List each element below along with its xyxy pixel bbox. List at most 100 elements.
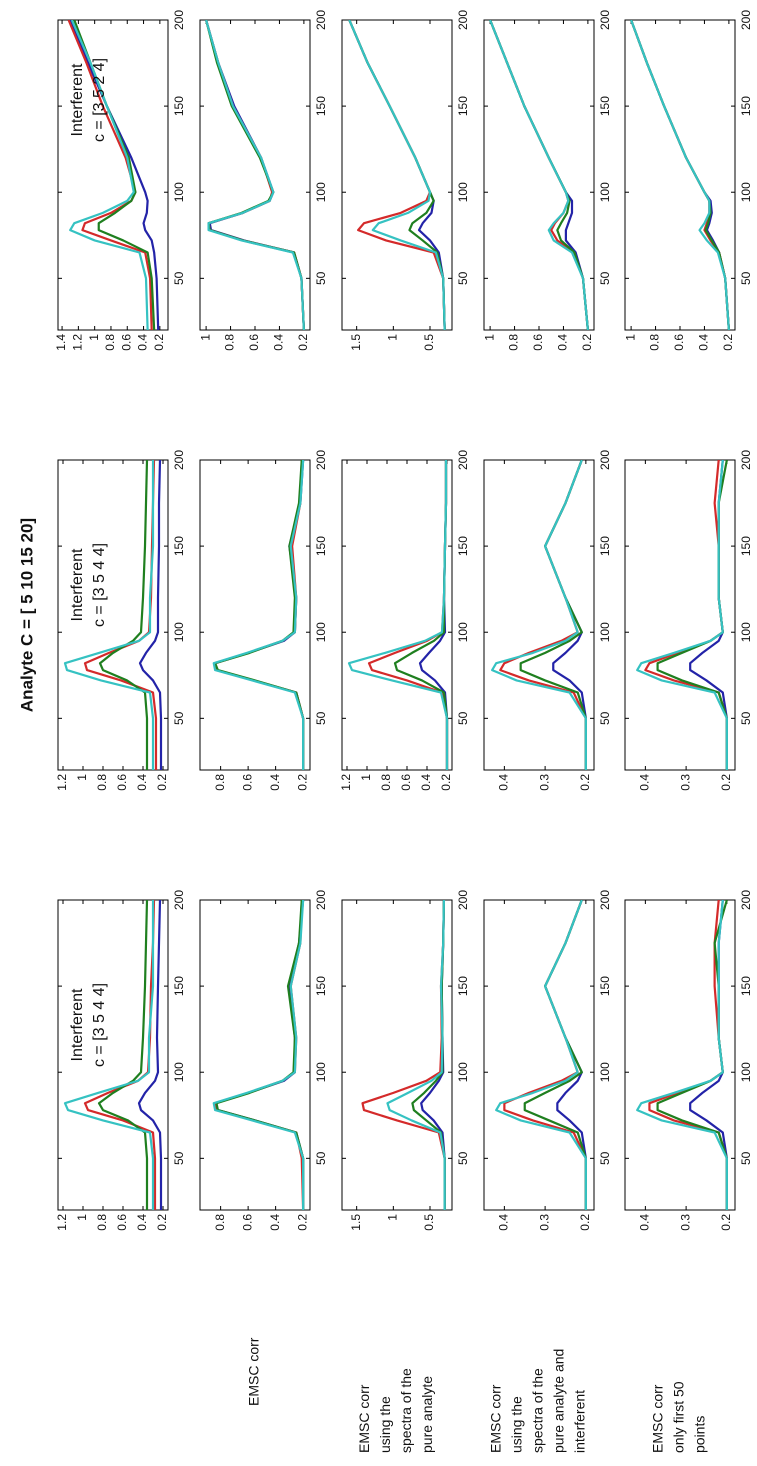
x-tick-label: 100: [598, 182, 612, 202]
y-tick-label: 0.8: [213, 1214, 227, 1231]
y-tick-label: 0.8: [648, 334, 662, 351]
series-line: [138, 460, 163, 770]
annotation: c = [3 5 4 4]: [91, 983, 108, 1067]
panel: 50 100 150 200 0.2 0.4 0.6 0.8 1 1.2 Interferent c …: [55, 890, 186, 1231]
annotation: Interferent: [69, 63, 86, 136]
series-line: [636, 460, 728, 770]
y-tick-label: 0.4: [419, 774, 433, 791]
x-tick-label: 150: [598, 976, 612, 996]
y-tick-label: 0.6: [240, 774, 254, 791]
y-tick-label: 0.4: [697, 334, 711, 351]
y-tick-label: 0.8: [103, 334, 117, 351]
x-tick-label: 50: [314, 271, 328, 285]
y-tick-label: 0.2: [439, 774, 453, 791]
x-tick-label: 100: [172, 622, 186, 642]
x-tick-label: 100: [314, 182, 328, 202]
plot-frame: [341, 19, 453, 331]
x-tick-label: 150: [739, 536, 753, 556]
plot-frame: [483, 19, 595, 331]
y-tick-label: 1: [386, 1214, 400, 1221]
x-tick-label: 100: [739, 182, 753, 202]
x-tick-label: 50: [598, 271, 612, 285]
y-tick-label: 0.8: [95, 774, 109, 791]
row-label: points: [692, 1416, 708, 1453]
row-label: interferent: [572, 1390, 588, 1453]
series-line: [491, 460, 587, 770]
plot-frame: [624, 19, 736, 331]
y-tick-label: 0.2: [578, 774, 592, 791]
panel: 50 100 150 200 0.5 1 1.5: [341, 890, 470, 1231]
x-tick-label: 150: [172, 96, 186, 116]
y-tick-label: 0.4: [638, 1214, 652, 1231]
row-label: EMSC corr: [356, 1384, 372, 1453]
y-tick-label: 1: [386, 334, 400, 341]
x-tick-label: 50: [456, 271, 470, 285]
x-tick-label: 150: [598, 536, 612, 556]
series-line: [636, 900, 728, 1210]
plot-frame: [624, 899, 736, 1211]
x-tick-label: 150: [172, 536, 186, 556]
x-tick-label: 50: [172, 711, 186, 725]
annotation: Interferent: [69, 548, 86, 621]
series-line: [212, 460, 305, 770]
x-tick-label: 100: [172, 182, 186, 202]
x-tick-label: 50: [598, 711, 612, 725]
y-tick-label: 0.4: [268, 774, 282, 791]
y-tick-label: 0.3: [678, 774, 692, 791]
x-tick-label: 200: [598, 10, 612, 30]
y-tick-label: 0.8: [223, 334, 237, 351]
x-tick-label: 100: [739, 1062, 753, 1082]
x-tick-label: 150: [598, 96, 612, 116]
plot-frame: [57, 899, 169, 1211]
series-line: [137, 900, 163, 1210]
plot-frame: [199, 899, 311, 1211]
x-tick-label: 200: [598, 890, 612, 910]
x-tick-label: 50: [314, 711, 328, 725]
y-tick-label: 0.4: [136, 334, 150, 351]
y-tick-label: 0.2: [580, 334, 594, 351]
x-tick-label: 100: [456, 1062, 470, 1082]
y-tick-label: 0.4: [272, 334, 286, 351]
y-tick-label: 1.2: [71, 334, 85, 351]
series-line: [98, 460, 149, 770]
panel: 50 100 150 200 0.2 0.4 0.6 0.8 1 1.2 Interferent c …: [55, 450, 186, 791]
y-tick-label: 0.2: [578, 1214, 592, 1231]
y-tick-label: 0.3: [678, 1214, 692, 1231]
y-tick-label: 0.5: [422, 1214, 436, 1231]
x-tick-label: 200: [172, 10, 186, 30]
plot-frame: [341, 899, 453, 1211]
x-tick-label: 50: [172, 271, 186, 285]
plot-frame: [199, 459, 311, 771]
panel: 50 100 150 200 0.2 0.4 0.6 0.8 1: [198, 10, 328, 351]
y-tick-label: 1: [75, 1214, 89, 1221]
y-tick-label: 1: [482, 334, 496, 341]
series-line: [97, 900, 149, 1210]
series-line: [69, 20, 149, 330]
y-tick-label: 1: [87, 334, 101, 341]
y-tick-label: 0.2: [152, 334, 166, 351]
y-tick-label: 0.2: [155, 774, 169, 791]
y-tick-label: 0.2: [155, 1214, 169, 1231]
series-line: [347, 460, 449, 770]
panel: 50 100 150 200 0.2 0.3 0.4: [624, 450, 753, 791]
row-label: pure analyte and: [551, 1349, 567, 1453]
y-tick-label: 0.2: [719, 1214, 733, 1231]
rotated-figure: Analyte C = [ 5 10 15 20] EMSC corr EMSC …: [17, 10, 753, 1453]
x-tick-label: 50: [598, 1151, 612, 1165]
series-line: [212, 900, 305, 1210]
x-tick-label: 100: [739, 622, 753, 642]
y-tick-label: 1.4: [54, 334, 68, 351]
x-tick-label: 100: [172, 1062, 186, 1082]
series-line: [495, 900, 587, 1210]
y-tick-label: 1.2: [55, 774, 69, 791]
panel: 50 100 150 200 0.2 0.4 0.6 0.8 1 1.2: [339, 450, 470, 791]
annotation: c = [3 5 2 4]: [91, 58, 108, 142]
y-tick-label: 0.4: [135, 1214, 149, 1231]
panel: 50 100 150 200 0.2 0.4 0.6 0.8 1: [623, 10, 753, 351]
row-label: spectra of the: [398, 1368, 414, 1453]
row-label: EMSC corr: [650, 1384, 666, 1453]
x-tick-label: 50: [172, 1151, 186, 1165]
y-tick-label: 0.2: [295, 774, 309, 791]
x-tick-label: 200: [314, 890, 328, 910]
x-tick-label: 100: [456, 622, 470, 642]
